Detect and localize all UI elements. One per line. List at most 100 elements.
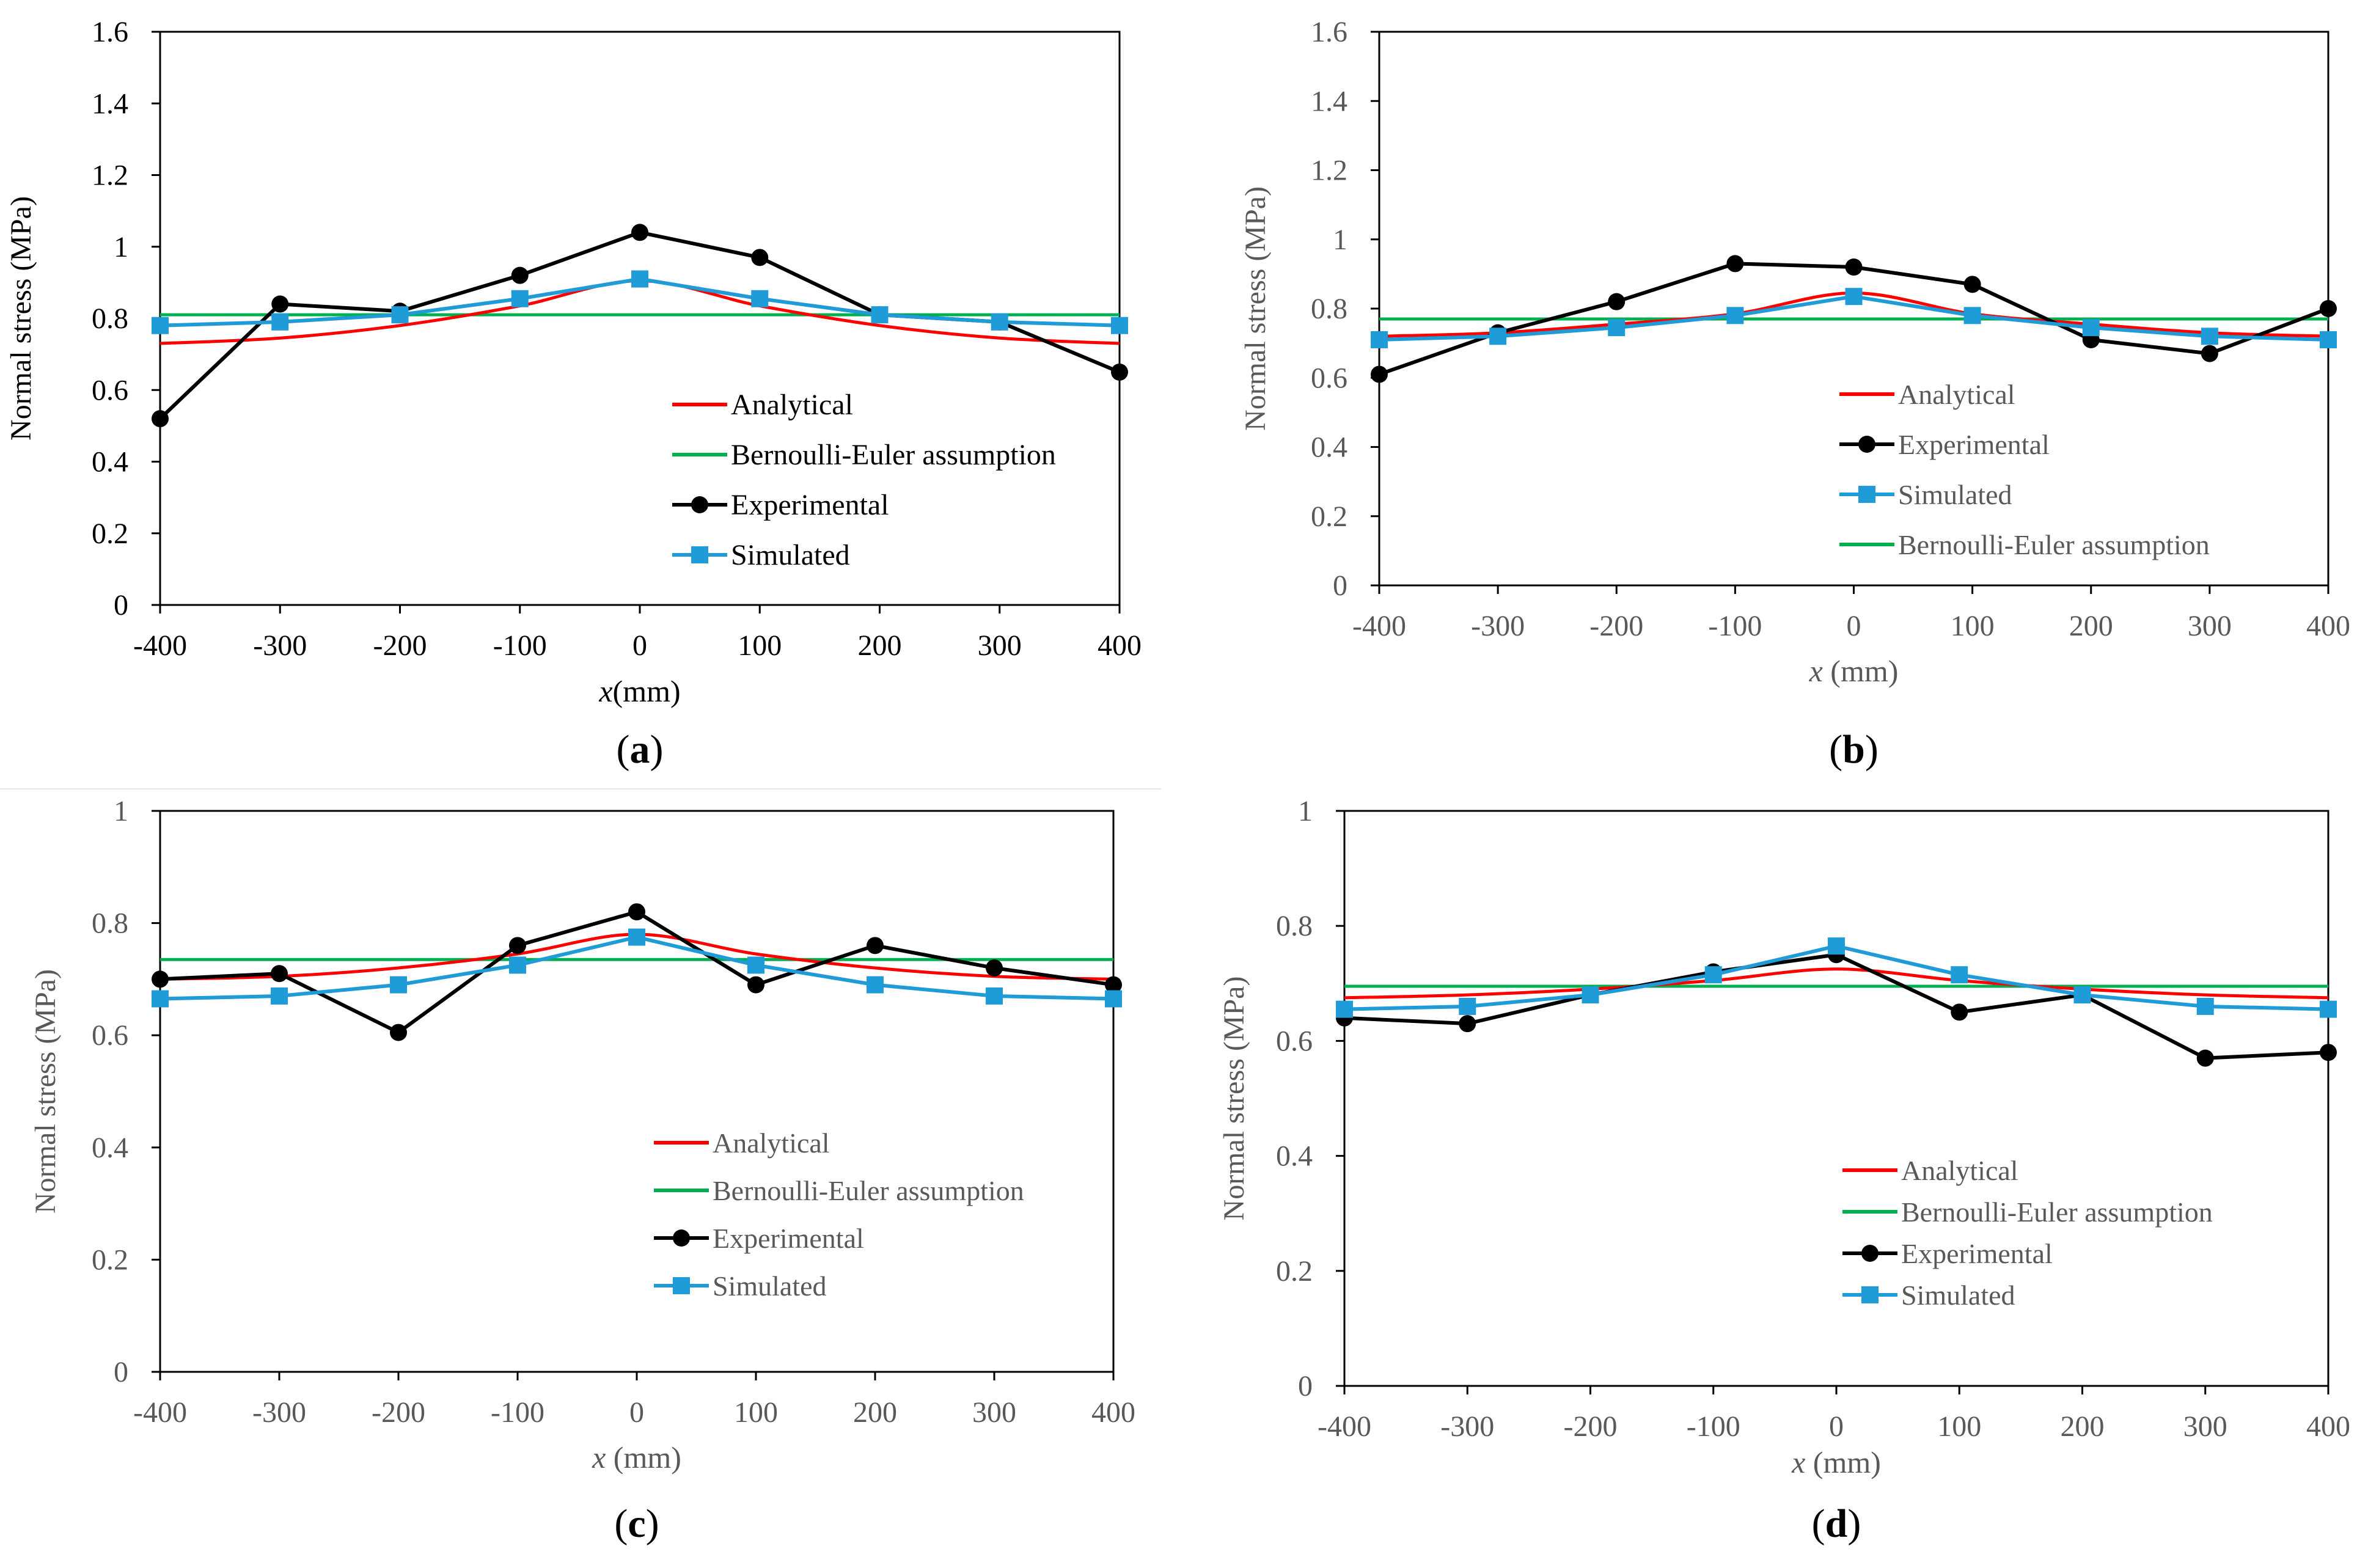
x-tick-label: -300 — [1471, 610, 1525, 642]
x-tick-label: -100 — [493, 629, 547, 662]
legend-swatch-marker — [691, 496, 708, 513]
data-point-simulated — [1459, 997, 1476, 1015]
panel-label-open: ( — [1829, 727, 1842, 772]
x-tick-label: -100 — [1708, 610, 1762, 642]
y-tick-label: 1 — [114, 795, 128, 827]
legend-swatch-marker — [673, 1229, 690, 1247]
data-point-simulated — [2073, 986, 2091, 1004]
x-axis-label: x (mm) — [1791, 1445, 1881, 1479]
y-axis-label: Normal stress (MPa) — [29, 969, 62, 1214]
data-point-simulated — [1726, 307, 1744, 324]
data-point-simulated — [2201, 328, 2218, 345]
legend-swatch-marker — [673, 1277, 690, 1294]
x-tick-label: -200 — [1564, 1410, 1618, 1443]
x-axis-label-italic: x — [1791, 1445, 1805, 1479]
data-point-experimental — [751, 249, 769, 266]
series-simulated — [1336, 937, 2337, 1018]
data-point-simulated — [1828, 937, 1845, 955]
data-point-simulated — [271, 313, 289, 331]
data-point-simulated — [628, 928, 645, 946]
panel-label-open: ( — [614, 1501, 628, 1546]
x-tick-label: 200 — [2069, 610, 2113, 642]
x-tick-label: 100 — [738, 629, 782, 662]
data-point-experimental — [2201, 345, 2218, 362]
y-tick-label: 0.4 — [1276, 1140, 1313, 1173]
data-point-simulated — [1111, 317, 1128, 334]
data-point-simulated — [1105, 990, 1122, 1008]
x-tick-label: -200 — [373, 629, 427, 662]
legend-item-analytical: Analytical — [1839, 379, 2015, 410]
y-tick-label: 0.4 — [1311, 431, 1347, 464]
series-line-experimental — [158, 230, 1121, 420]
data-point-experimental — [2196, 1049, 2214, 1067]
panel-label: (a) — [617, 727, 664, 772]
data-point-experimental — [2320, 1044, 2337, 1061]
series-line-analytical — [159, 279, 1120, 345]
data-point-simulated — [1608, 319, 1626, 337]
y-tick-label: 1.4 — [92, 87, 128, 120]
legend-label: Analytical — [1898, 379, 2015, 410]
data-point-experimental — [1105, 976, 1122, 994]
series-experimental — [152, 224, 1128, 428]
legend-item-simulated: Simulated — [672, 539, 850, 571]
x-tick-label: 400 — [1091, 1396, 1135, 1429]
data-point-experimental — [509, 937, 526, 954]
y-tick-label: 0.6 — [92, 374, 128, 406]
data-point-experimental — [867, 937, 884, 954]
legend-item-experimental: Experimental — [654, 1223, 864, 1254]
legend-item-bernoulli: Bernoulli-Euler assumption — [1842, 1196, 2213, 1228]
panel-label-close: ) — [1865, 727, 1879, 772]
legend-label: Experimental — [1898, 429, 2050, 460]
y-axis-label: Normal stress (MPa) — [5, 196, 37, 441]
x-tick-label: 100 — [1937, 1410, 1981, 1443]
legend-label: Experimental — [731, 489, 889, 521]
data-point-simulated — [152, 317, 169, 334]
panel-separator — [0, 788, 1161, 789]
y-tick-label: 0.8 — [92, 907, 128, 940]
data-point-experimental — [390, 1024, 407, 1041]
legend-label: Analytical — [713, 1127, 830, 1159]
legend-label: Analytical — [731, 389, 853, 421]
legend-label: Bernoulli-Euler assumption — [1901, 1196, 2213, 1228]
panel-label-letter: c — [628, 1501, 645, 1546]
legend-label: Simulated — [1898, 479, 2012, 510]
legend-item-simulated: Simulated — [654, 1270, 827, 1302]
panel-label-close: ) — [646, 1501, 659, 1546]
legend-swatch-marker — [691, 546, 708, 563]
legend-label: Bernoulli-Euler assumption — [1898, 529, 2210, 560]
chart-panel-a: -400 -300 -200 -100 0 100 200 300 400 0 0.2 0.4 0.6 0… — [5, 16, 1142, 772]
x-axis-label: x (mm) — [1809, 654, 1899, 688]
series-line-analytical — [1344, 967, 2329, 1000]
x-tick-label: 0 — [1829, 1410, 1844, 1443]
panel-label-close: ) — [1847, 1501, 1861, 1546]
data-point-experimental — [747, 976, 764, 994]
panel-label-letter: b — [1842, 727, 1865, 772]
legend-item-analytical: Analytical — [1842, 1155, 2018, 1186]
data-point-simulated — [1704, 966, 1722, 984]
y-tick-label: 0 — [1298, 1370, 1313, 1402]
legend: Analytical Experimental Simulated Bernoulli… — [1839, 379, 2210, 560]
data-point-experimental — [1111, 363, 1128, 381]
data-point-simulated — [390, 976, 407, 994]
panel-label: (c) — [614, 1501, 659, 1546]
y-tick-label: 0.8 — [92, 302, 128, 335]
data-point-experimental — [1459, 1015, 1476, 1033]
data-point-experimental — [271, 295, 289, 313]
plot-area-border — [1378, 31, 2330, 587]
legend-swatch-marker — [1858, 486, 1875, 503]
x-tick-label: -300 — [253, 629, 307, 662]
y-tick-label: 0.8 — [1311, 293, 1347, 325]
y-tick-label: 0.6 — [1276, 1025, 1313, 1057]
plot-area-border — [159, 810, 1115, 1373]
legend-swatch-marker — [1858, 436, 1875, 453]
x-tick-label: 300 — [2183, 1410, 2227, 1443]
legend-label: Simulated — [731, 539, 850, 571]
legend-item-experimental: Experimental — [1839, 429, 2050, 460]
y-tick-label: 0.2 — [92, 518, 128, 550]
x-tick-label: 200 — [2061, 1410, 2105, 1443]
legend-label: Bernoulli-Euler assumption — [713, 1175, 1024, 1206]
data-point-experimental — [986, 959, 1003, 977]
legend: Analytical Bernoulli-Euler assumption Expe… — [654, 1127, 1024, 1302]
x-tick-label: 0 — [1847, 610, 1861, 642]
data-point-simulated — [2082, 319, 2100, 337]
